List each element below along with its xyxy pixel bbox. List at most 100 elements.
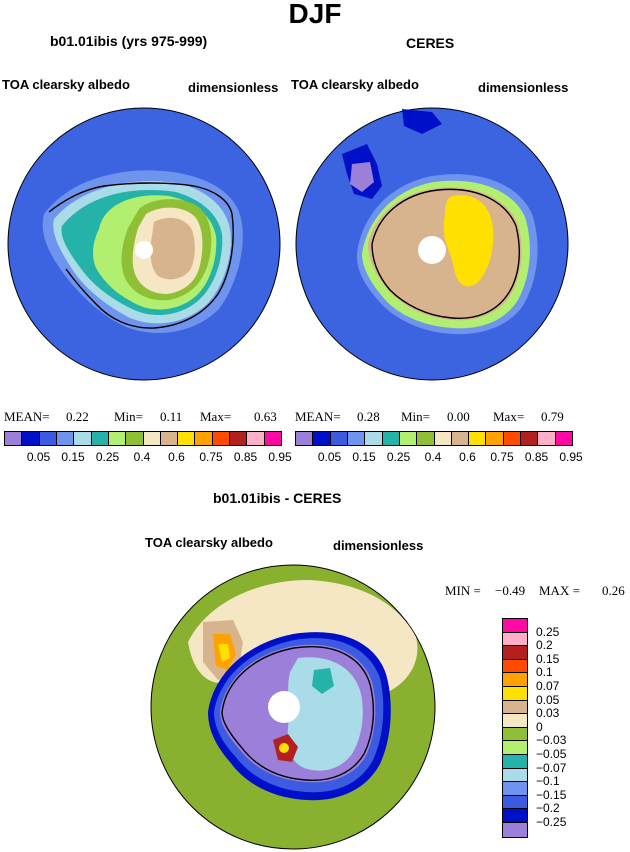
diff-colorbar-swatch-1 (503, 632, 527, 647)
panel2-min-label: Min= (401, 409, 431, 424)
panel1-colorbar-swatch-10 (178, 432, 196, 445)
panel1-colorbar-swatch-6 (108, 432, 127, 445)
diff-max-label: MAX = (539, 583, 580, 598)
panel2-colorbar-tick-label: 0.95 (559, 450, 583, 464)
panel1-colorbar-swatch-9 (160, 432, 179, 445)
panel2-colorbar-tick-label: 0.6 (459, 450, 476, 464)
map2-pole (418, 236, 446, 264)
panel1-colorbar (4, 431, 282, 446)
diff-min-value: −0.49 (495, 583, 526, 598)
panel2-colorbar-swatch-0 (296, 432, 314, 445)
panel1-colorbar-swatch-13 (230, 432, 248, 445)
diff-colorbar-label: 0.25 (536, 624, 560, 639)
diff-colorbar (502, 618, 528, 838)
diff-colorbar-label: −0.1 (536, 774, 560, 789)
map2-coastline (371, 188, 520, 319)
panel1-min-label: Min= (114, 409, 144, 424)
panel1-title: b01.01ibis (yrs 975-999) (50, 33, 208, 49)
panel2-colorbar-tick-label: 0.85 (524, 450, 549, 464)
panel2-colorbar-swatch-9 (451, 432, 470, 445)
panel2-colorbar-swatch-12 (503, 432, 522, 445)
diff-colorbar-label: 0.1 (536, 665, 553, 680)
panel2-colorbar-swatch-14 (538, 432, 556, 445)
panel2-max-value: 0.79 (541, 409, 564, 424)
map3-pole (268, 691, 300, 723)
diff-colorbar-label: −0.03 (536, 733, 567, 748)
diff-colorbar-label: 0.2 (536, 638, 553, 653)
map1-pole (135, 241, 153, 259)
map1-contour-7 (150, 217, 195, 280)
diff-colorbar-label: 0 (536, 719, 543, 734)
diff-min-label: MIN = (445, 583, 481, 598)
diff-units-label: dimensionless (333, 538, 424, 553)
diff-variable-label: TOA clearsky albedo (145, 535, 273, 550)
panel2-colorbar-tick-label: 0.15 (352, 450, 376, 464)
map2-contour-purple (350, 162, 374, 192)
map2-contour-dark-2 (402, 109, 442, 134)
panel2-title: CERES (406, 35, 455, 51)
map-difference (150, 564, 436, 850)
panel2-stats: MEAN= 0.28 Min= 0.00 Max= 0.79 (295, 409, 595, 425)
panel1-colorbar-tick-label: 0.4 (133, 450, 151, 464)
panel1-stats: MEAN= 0.22 Min= 0.11 Max= 0.63 (4, 409, 294, 425)
panel1-variable-label: TOA clearsky albedo (2, 77, 130, 92)
panel2-colorbar-swatch-11 (486, 432, 504, 445)
diff-colorbar-swatch-0 (503, 619, 527, 633)
panel2-colorbar-swatch-8 (434, 432, 452, 445)
diff-colorbar-swatch-7 (503, 714, 527, 728)
panel1-mean-label: MEAN= (4, 409, 50, 424)
diff-colorbar-swatch-11 (503, 768, 527, 783)
map3-contour-lightblue (287, 657, 363, 771)
diff-stats: MIN = −0.49 MAX = 0.26 (445, 583, 630, 599)
panel2-colorbar-tick-label: 0.4 (424, 450, 442, 464)
panel2-colorbar-tick-label: 0.05 (317, 450, 342, 464)
panel2-colorbar (295, 431, 573, 446)
panel2-mean-label: MEAN= (295, 409, 341, 424)
panel1-max-label: Max= (200, 409, 232, 424)
panel2-units-label: dimensionless (478, 80, 569, 95)
map1-coastline (48, 182, 234, 329)
diff-colorbar-swatch-2 (503, 646, 527, 660)
panel1-colorbar-swatch-3 (56, 432, 75, 445)
panel2-max-label: Max= (493, 409, 525, 424)
panel2-colorbar-swatch-10 (469, 432, 487, 445)
panel2-colorbar-swatch-6 (399, 432, 418, 445)
panel2-colorbar-swatch-7 (417, 432, 435, 445)
panel1-colorbar-swatch-14 (247, 432, 265, 445)
map-ceres-albedo (295, 107, 569, 381)
diff-max-value: 0.26 (602, 583, 625, 598)
map3-contour-yellow (218, 644, 230, 662)
diff-colorbar-swatch-9 (503, 741, 527, 755)
diff-colorbar-swatch-14 (503, 809, 527, 823)
diff-colorbar-swatch-5 (503, 686, 527, 701)
diff-colorbar-swatch-4 (503, 673, 527, 687)
panel1-colorbar-swatch-0 (5, 432, 23, 445)
diff-colorbar-swatch-10 (503, 754, 527, 769)
panel1-colorbar-tick-label: 0.05 (26, 450, 51, 464)
panel1-colorbar-swatch-2 (39, 432, 57, 445)
panel2-colorbar-swatch-2 (330, 432, 348, 445)
panel2-variable-label: TOA clearsky albedo (291, 77, 419, 92)
diff-colorbar-swatch-8 (503, 727, 527, 742)
diff-colorbar-swatch-15 (503, 822, 527, 837)
diff-colorbar-swatch-13 (503, 795, 527, 810)
panel2-colorbar-swatch-1 (313, 432, 331, 445)
panel1-min-value: 0.11 (160, 409, 183, 424)
panel1-colorbar-tick-label: 0.85 (233, 450, 258, 464)
panel2-colorbar-tick-label: 0.25 (386, 450, 411, 464)
panel1-colorbar-swatch-11 (195, 432, 213, 445)
panel1-colorbar-tick-label: 0.25 (95, 450, 120, 464)
page-title: DJF (288, 0, 342, 29)
diff-colorbar-label: 0.03 (536, 706, 560, 721)
panel1-colorbar-tick-label: 0.6 (168, 450, 185, 464)
panel1-mean-value: 0.22 (66, 409, 89, 424)
panel2-colorbar-tick-label: 0.75 (490, 450, 514, 464)
panel2-mean-value: 0.28 (357, 409, 380, 424)
panel1-colorbar-swatch-4 (74, 432, 92, 445)
panel2-colorbar-swatch-13 (521, 432, 539, 445)
diff-title: b01.01ibis - CERES (213, 490, 342, 506)
diff-colorbar-label: 0.15 (536, 651, 560, 666)
diff-colorbar-swatch-6 (503, 700, 527, 715)
map3-coastline (221, 646, 375, 781)
panel1-colorbar-swatch-8 (143, 432, 161, 445)
